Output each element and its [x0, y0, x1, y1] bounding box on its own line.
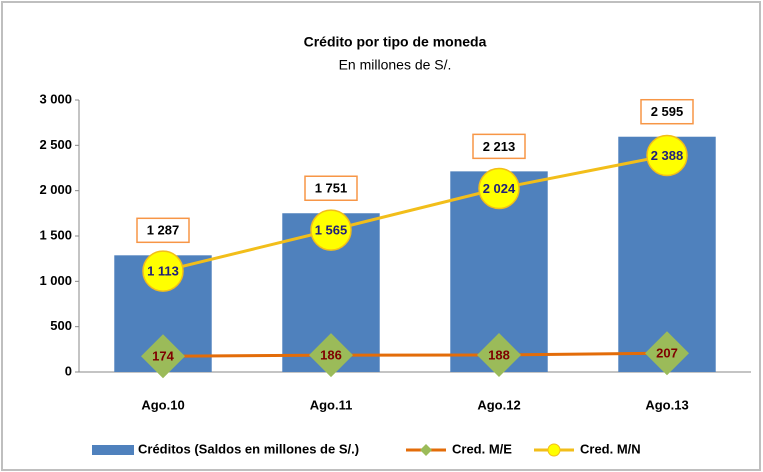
chart-subtitle: En millones de S/.: [339, 57, 452, 73]
marker: [477, 332, 521, 377]
marker: [309, 333, 353, 378]
line: [162, 351, 668, 358]
legend-label: Cred. M/N: [580, 441, 641, 456]
data-label-box: [136, 217, 190, 244]
data-label: 174: [152, 349, 174, 364]
data-label-box: [640, 98, 694, 125]
data-label-box: [472, 133, 526, 160]
data-label: 186: [320, 348, 342, 363]
x-tick-label: Ago.11: [310, 397, 353, 412]
data-label: 2 388: [651, 148, 684, 163]
marker: [142, 250, 184, 292]
y-tick-label: 3 000: [39, 91, 72, 106]
legend-swatch: [92, 445, 134, 455]
legend-marker: [547, 443, 561, 457]
y-tick-label: 2 500: [39, 137, 72, 152]
data-label: 1 751: [315, 181, 348, 196]
marker: [310, 209, 352, 251]
data-label: 2 595: [651, 104, 684, 119]
line: [162, 154, 668, 273]
marker: [478, 167, 520, 210]
data-label: 188: [488, 347, 510, 362]
marker: [645, 331, 689, 376]
data-label: 1 565: [315, 223, 348, 238]
x-tick-label: Ago.13: [645, 397, 688, 412]
y-tick-label: 500: [50, 318, 72, 333]
x-tick-label: Ago.10: [141, 397, 184, 412]
data-label: 207: [656, 346, 678, 361]
chart-title: Crédito por tipo de moneda: [304, 34, 487, 50]
legend-marker: [420, 444, 432, 456]
data-label: 1 113: [147, 264, 179, 279]
legend-label: Cred. M/E: [452, 441, 512, 456]
marker: [646, 134, 688, 177]
y-tick-label: 1 500: [39, 227, 72, 242]
data-label-box: [304, 175, 358, 201]
legend-label: Créditos (Saldos en millones de S/.): [138, 441, 359, 456]
y-tick-label: 1 000: [39, 273, 72, 288]
data-label: 2 213: [483, 139, 516, 154]
x-tick-label: Ago.12: [477, 397, 520, 412]
y-tick-label: 0: [65, 363, 72, 378]
data-label: 2 024: [483, 181, 516, 196]
marker: [141, 334, 185, 379]
y-tick-label: 2 000: [39, 182, 72, 197]
data-label: 1 287: [147, 223, 180, 238]
